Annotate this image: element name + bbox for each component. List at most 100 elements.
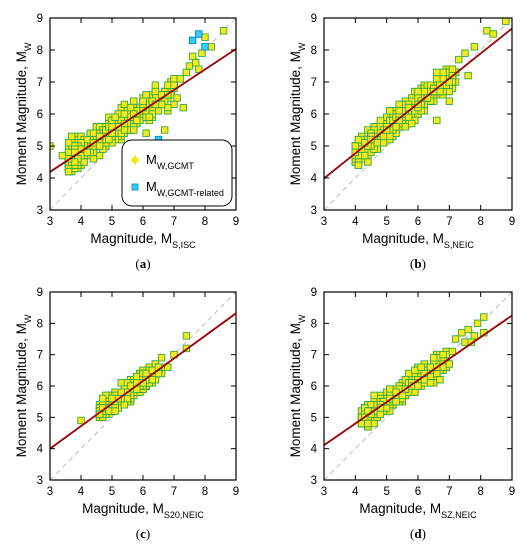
data-point	[170, 75, 178, 83]
data-point	[392, 123, 400, 131]
data-point	[461, 338, 469, 346]
data-point	[408, 119, 416, 128]
data-point	[370, 391, 378, 400]
data-point	[89, 155, 98, 163]
legend-marker-gcmt	[130, 155, 140, 165]
data-point	[185, 62, 194, 70]
data-point	[392, 397, 400, 406]
data-point	[164, 103, 172, 112]
data-point	[71, 158, 79, 166]
data-point	[139, 97, 147, 105]
data-point	[364, 158, 372, 166]
x-tick-label: 8	[202, 216, 208, 228]
y-axis-label: Moment Magnitude, MW	[288, 314, 307, 457]
data-point	[361, 151, 369, 160]
data-point	[170, 100, 178, 109]
x-tick-label: 9	[233, 216, 239, 228]
y-tick-label: 8	[311, 45, 317, 57]
x-tick-label: 7	[171, 486, 177, 498]
data-point	[64, 167, 73, 176]
legend-marker-gcmt-related	[131, 183, 139, 191]
y-axis-label: Moment Magnitude, MW	[14, 42, 33, 185]
x-axis-label: Magnitude, MS,ISC	[90, 231, 196, 250]
data-point	[160, 126, 169, 134]
data-point	[461, 49, 469, 57]
y-tick-label: 4	[311, 444, 318, 456]
data-point	[64, 148, 73, 157]
y-tick-label: 9	[311, 287, 317, 299]
x-tick-label: 9	[509, 216, 515, 228]
y-tick-label: 4	[311, 173, 318, 185]
data-point	[95, 142, 104, 150]
data-point	[129, 126, 138, 134]
related-data-point	[195, 30, 203, 38]
y-tick-label: 8	[37, 318, 43, 330]
x-axis-label: Magnitude, MS,NEIC	[362, 231, 474, 250]
y-tick-label: 9	[37, 287, 43, 299]
data-point	[77, 416, 85, 425]
data-point	[373, 139, 381, 147]
data-point	[111, 407, 119, 415]
data-point	[386, 385, 394, 393]
y-tick-label: 8	[37, 45, 43, 57]
y-tick-label: 3	[311, 475, 317, 487]
fit-line	[50, 312, 236, 449]
data-point	[445, 360, 454, 368]
data-point	[67, 132, 76, 141]
data-point	[111, 113, 119, 121]
fit-line	[324, 27, 512, 179]
data-point	[458, 329, 466, 337]
data-point	[386, 107, 394, 115]
legend-entry-gcmt-related: MW,GCMT-related	[146, 179, 224, 198]
data-point	[367, 135, 375, 144]
data-point	[411, 366, 419, 375]
data-point	[433, 369, 441, 378]
data-point	[219, 27, 228, 35]
x-tick-label: 5	[109, 486, 115, 498]
data-point	[182, 332, 191, 340]
y-tick-label: 7	[37, 77, 43, 89]
data-point	[436, 376, 444, 384]
data-point	[105, 407, 113, 415]
data-point	[426, 379, 435, 387]
y-tick-label: 9	[37, 13, 43, 25]
y-tick-label: 6	[37, 109, 43, 121]
data-point	[483, 27, 491, 35]
y-tick-label: 9	[311, 13, 317, 25]
data-point	[164, 81, 172, 89]
data-point	[89, 129, 98, 137]
x-tick-label: 3	[321, 486, 327, 498]
data-point	[108, 394, 116, 403]
panel-label: (a)	[135, 256, 150, 271]
x-tick-label: 8	[477, 216, 483, 228]
data-point	[411, 388, 419, 396]
y-tick-label: 6	[311, 109, 317, 121]
x-tick-label: 7	[171, 216, 177, 228]
y-axis-label: Moment Magnitude, MW	[288, 42, 307, 185]
data-point	[151, 87, 160, 96]
panel-a: 3 4 5 6 7 8 9 3 4 5 6 7 8 9 Magnitude, MS,ISC Moment Ma…	[14, 13, 239, 271]
data-point	[464, 325, 472, 334]
data-point	[117, 379, 126, 387]
data-point	[354, 161, 363, 169]
x-tick-label: 8	[202, 486, 208, 498]
data-point	[120, 100, 129, 109]
data-point	[439, 350, 447, 359]
data-point	[142, 129, 150, 137]
data-point	[188, 52, 197, 61]
y-tick-label: 7	[311, 350, 317, 362]
data-point	[433, 116, 441, 125]
panel-label: (c)	[136, 526, 150, 541]
data-point	[448, 65, 457, 73]
y-tick-label: 6	[37, 381, 43, 393]
data-point	[473, 319, 482, 328]
data-point	[376, 116, 385, 125]
data-point	[433, 75, 441, 83]
y-tick-label: 5	[37, 141, 43, 153]
data-point	[451, 335, 460, 343]
data-point	[170, 81, 178, 89]
data-point	[133, 372, 141, 381]
y-tick-label: 7	[311, 77, 317, 89]
data-point	[364, 419, 372, 428]
